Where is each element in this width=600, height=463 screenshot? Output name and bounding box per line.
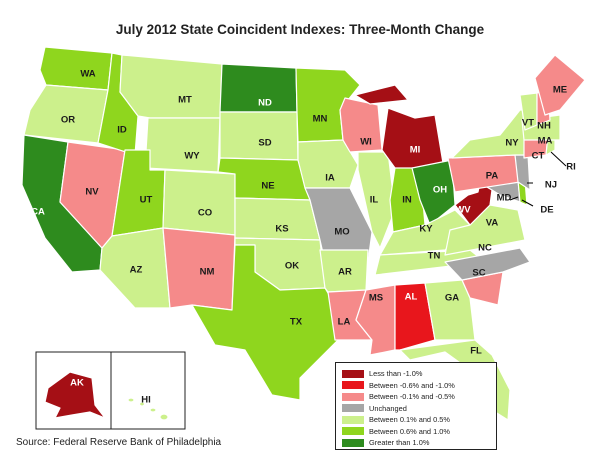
map-title: July 2012 State Coincident Indexes: Thre… [115, 22, 485, 37]
legend-swatch [342, 404, 364, 412]
ri-callout-line [550, 151, 567, 167]
legend-item: Between -0.6% and -1.0% [342, 380, 490, 391]
state-oh [411, 159, 456, 226]
state-ga [424, 279, 476, 341]
state-label-ks: KS [275, 224, 288, 235]
state-mt [119, 54, 223, 119]
legend-item: Between 0.1% and 0.5% [342, 414, 490, 425]
state-label-md: MD [497, 193, 512, 204]
state-fl [399, 339, 511, 421]
de-callout-line [521, 199, 534, 207]
state-label-tn: TN [428, 251, 441, 262]
legend-label: Less than -1.0% [369, 369, 423, 378]
legend-item: Less than -1.0% [342, 368, 490, 379]
state-label-nd: ND [258, 98, 272, 109]
state-label-hi: HI [141, 395, 151, 406]
state-label-ma: MA [538, 136, 553, 147]
state-label-wa: WA [80, 69, 95, 80]
state-label-sd: SD [258, 138, 271, 149]
state-label-ne: NE [261, 181, 274, 192]
state-label-mt: MT [178, 95, 192, 106]
state-label-ia: IA [325, 173, 335, 184]
state-label-me: ME [553, 85, 567, 96]
state-label-ky: KY [419, 224, 433, 235]
legend-swatch [342, 369, 364, 378]
legend-swatch [342, 415, 364, 424]
legend-item: Between 0.6% and 1.0% [342, 426, 490, 437]
state-label-ga: GA [445, 293, 459, 304]
state-label-or: OR [61, 115, 75, 126]
state-co [162, 169, 236, 236]
state-label-de: DE [540, 205, 553, 216]
legend-label: Unchanged [369, 403, 407, 413]
state-label-in: IN [402, 195, 412, 206]
state-label-nj: NJ [545, 180, 557, 191]
state-hi [127, 397, 169, 421]
state-label-oh: OH [433, 185, 447, 196]
state-label-az: AZ [130, 265, 143, 276]
state-al [394, 282, 436, 351]
legend-item: Unchanged [342, 403, 490, 414]
state-wa [39, 46, 113, 91]
state-label-sc: SC [472, 268, 485, 279]
callout-lines [509, 151, 567, 207]
legend-swatch [342, 392, 364, 401]
state-label-mi: MI [410, 145, 421, 156]
state-ak [44, 371, 106, 419]
state-me [534, 54, 586, 116]
legend-swatch [342, 438, 364, 447]
state-label-mn: MN [313, 114, 328, 125]
state-label-ms: MS [369, 293, 383, 304]
legend-label: Between 0.1% and 0.5% [369, 415, 450, 424]
legend: Less than -1.0% Between -0.6% and -1.0% Be… [335, 362, 497, 450]
state-label-nv: NV [85, 187, 99, 198]
legend-item: Greater than 1.0% [342, 437, 490, 448]
state-nc [444, 247, 531, 281]
legend-item: Between -0.1% and -0.5% [342, 391, 490, 402]
states-layer [21, 46, 586, 421]
state-label-mo: MO [334, 227, 349, 238]
state-label-il: IL [370, 195, 379, 206]
state-label-ny: NY [505, 138, 519, 149]
state-label-co: CO [198, 208, 212, 219]
state-label-ri: RI [566, 162, 576, 173]
hawaii-inset-box [110, 351, 186, 430]
legend-label: Between -0.1% and -0.5% [369, 392, 455, 401]
state-label-ut: UT [140, 195, 153, 206]
state-label-ct: CT [532, 151, 545, 162]
legend-swatch [342, 427, 364, 435]
state-label-pa: PA [486, 171, 499, 182]
state-wy [144, 117, 221, 173]
state-label-ok: OK [285, 261, 299, 272]
insets-layer [35, 351, 186, 430]
state-label-nc: NC [478, 243, 492, 254]
state-label-id: ID [117, 125, 127, 136]
md-callout-line [509, 196, 519, 201]
state-label-wi: WI [360, 137, 372, 148]
state-label-tx: TX [290, 317, 303, 328]
state-labels: WA OR CA NV ID MT WY UT AZ CO NM ND SD NE KS OK TX MN IA MO… [31, 69, 576, 406]
state-label-nm: NM [200, 267, 215, 278]
state-label-fl: FL [470, 346, 482, 357]
legend-label: Between -0.6% and -1.0% [369, 380, 455, 390]
state-label-va: VA [486, 218, 499, 229]
state-label-ca: CA [31, 207, 45, 218]
source-note: Source: Federal Reserve Bank of Philadel… [16, 437, 222, 448]
state-label-al: AL [405, 292, 418, 303]
state-label-vt: VT [522, 118, 534, 129]
state-wi [339, 97, 383, 153]
state-label-wv: WV [455, 205, 471, 216]
state-sd [219, 111, 299, 161]
state-or [23, 84, 109, 144]
state-label-ak: AK [70, 378, 84, 389]
legend-label: Greater than 1.0% [369, 438, 430, 447]
legend-label: Between 0.6% and 1.0% [369, 426, 450, 436]
state-label-nh: NH [537, 121, 551, 132]
state-label-ar: AR [338, 267, 352, 278]
state-label-wy: WY [184, 151, 200, 162]
state-label-la: LA [338, 317, 351, 328]
legend-swatch [342, 381, 364, 389]
